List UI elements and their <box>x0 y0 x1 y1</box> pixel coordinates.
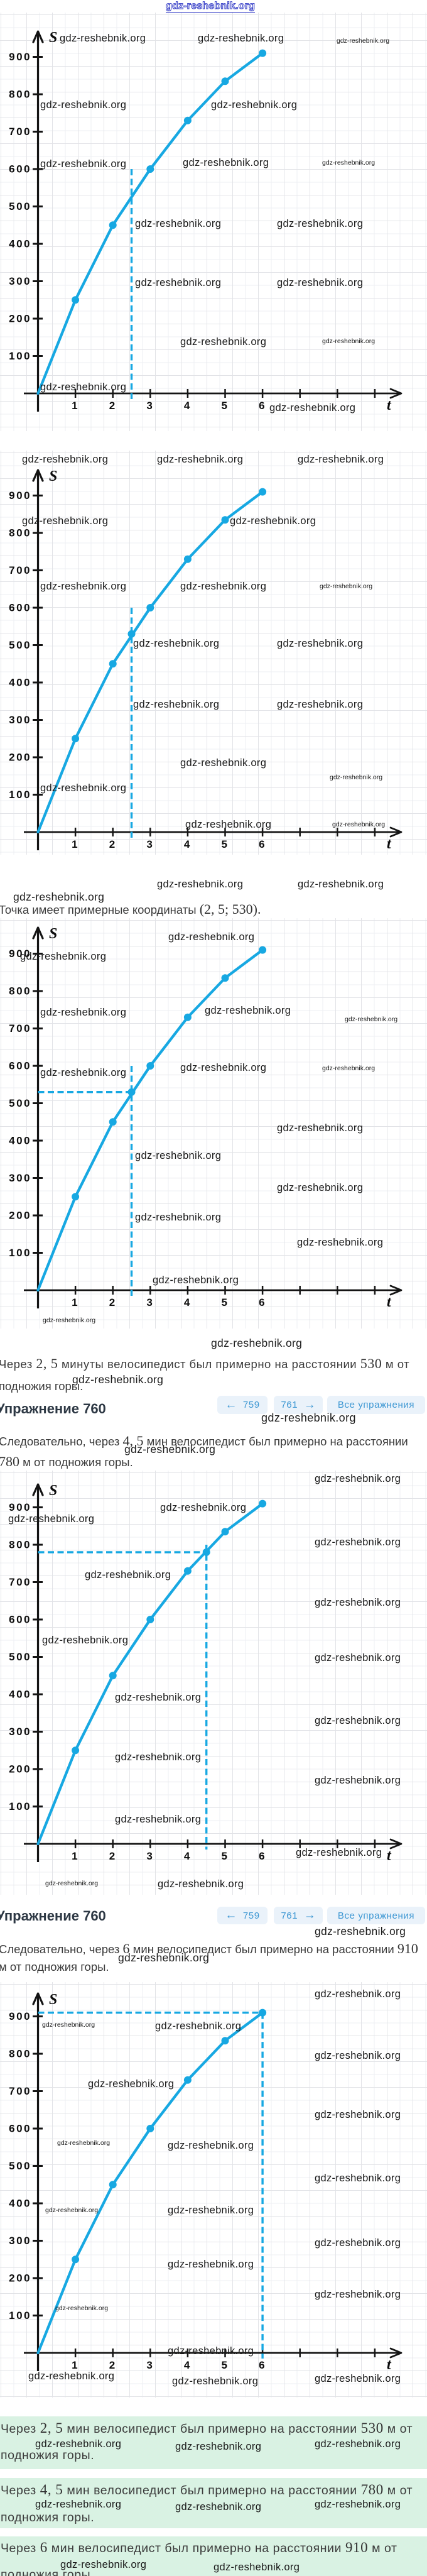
svg-text:3: 3 <box>146 1850 154 1862</box>
svg-text:S: S <box>49 30 57 46</box>
svg-text:5: 5 <box>222 2359 229 2371</box>
svg-text:100: 100 <box>9 2310 31 2321</box>
svg-text:S: S <box>49 926 57 942</box>
svg-text:500: 500 <box>9 2160 31 2172</box>
svg-text:600: 600 <box>9 1614 31 1626</box>
svg-text:700: 700 <box>9 126 31 138</box>
svg-text:600: 600 <box>9 2123 31 2135</box>
svg-text:1: 1 <box>72 838 79 850</box>
svg-text:t: t <box>387 836 392 852</box>
svg-text:2: 2 <box>109 1850 117 1862</box>
svg-text:1: 1 <box>72 1850 79 1862</box>
svg-text:5: 5 <box>222 1296 229 1308</box>
svg-text:t: t <box>387 2357 392 2373</box>
svg-text:t: t <box>387 397 392 414</box>
svg-text:800: 800 <box>9 527 31 539</box>
svg-text:4: 4 <box>184 838 192 850</box>
svg-text:2: 2 <box>109 1296 117 1308</box>
svg-text:5: 5 <box>222 400 229 412</box>
svg-text:t: t <box>387 1294 392 1310</box>
svg-text:6: 6 <box>259 1296 266 1308</box>
svg-text:400: 400 <box>9 1689 31 1701</box>
svg-text:700: 700 <box>9 1022 31 1034</box>
svg-text:300: 300 <box>9 714 31 726</box>
svg-text:400: 400 <box>9 677 31 689</box>
svg-text:700: 700 <box>9 564 31 576</box>
svg-text:900: 900 <box>9 490 31 501</box>
svg-text:S: S <box>49 1483 57 1499</box>
svg-text:900: 900 <box>9 948 31 960</box>
svg-text:6: 6 <box>259 400 266 412</box>
svg-text:300: 300 <box>9 1726 31 1738</box>
svg-text:5: 5 <box>222 838 229 850</box>
svg-text:400: 400 <box>9 238 31 250</box>
svg-text:4: 4 <box>184 2359 192 2371</box>
svg-text:S: S <box>49 468 57 485</box>
svg-text:100: 100 <box>9 350 31 362</box>
svg-text:600: 600 <box>9 1060 31 1072</box>
svg-text:700: 700 <box>9 2085 31 2097</box>
svg-text:400: 400 <box>9 1135 31 1147</box>
svg-text:4: 4 <box>184 1850 192 1862</box>
svg-text:3: 3 <box>146 2359 154 2371</box>
svg-text:200: 200 <box>9 1763 31 1775</box>
svg-text:4: 4 <box>184 1296 192 1308</box>
svg-text:800: 800 <box>9 1539 31 1551</box>
svg-text:200: 200 <box>9 1210 31 1222</box>
svg-text:100: 100 <box>9 789 31 801</box>
svg-text:t: t <box>387 1848 392 1864</box>
svg-text:300: 300 <box>9 1172 31 1184</box>
svg-text:200: 200 <box>9 2272 31 2284</box>
svg-text:6: 6 <box>259 838 266 850</box>
svg-text:400: 400 <box>9 2198 31 2210</box>
svg-text:100: 100 <box>9 1247 31 1259</box>
svg-text:800: 800 <box>9 2048 31 2060</box>
svg-text:300: 300 <box>9 275 31 287</box>
svg-text:3: 3 <box>146 400 154 412</box>
svg-text:500: 500 <box>9 1097 31 1109</box>
svg-text:3: 3 <box>146 838 154 850</box>
svg-text:4: 4 <box>184 400 192 412</box>
svg-text:1: 1 <box>72 1296 79 1308</box>
svg-text:S: S <box>49 1992 57 2008</box>
svg-text:200: 200 <box>9 313 31 325</box>
svg-text:1: 1 <box>72 400 79 412</box>
svg-text:800: 800 <box>9 985 31 997</box>
svg-text:6: 6 <box>259 2359 266 2371</box>
svg-text:600: 600 <box>9 163 31 175</box>
svg-text:1: 1 <box>72 2359 79 2371</box>
svg-text:2: 2 <box>109 400 117 412</box>
svg-text:200: 200 <box>9 752 31 764</box>
svg-text:6: 6 <box>259 1850 266 1862</box>
svg-text:300: 300 <box>9 2235 31 2247</box>
svg-text:3: 3 <box>146 1296 154 1308</box>
svg-text:2: 2 <box>109 838 117 850</box>
svg-text:700: 700 <box>9 1576 31 1588</box>
svg-text:500: 500 <box>9 200 31 212</box>
svg-text:900: 900 <box>9 2010 31 2022</box>
svg-text:900: 900 <box>9 51 31 63</box>
svg-text:600: 600 <box>9 602 31 614</box>
svg-text:100: 100 <box>9 1800 31 1812</box>
svg-text:800: 800 <box>9 89 31 101</box>
svg-text:5: 5 <box>222 1850 229 1862</box>
svg-text:2: 2 <box>109 2359 117 2371</box>
svg-text:900: 900 <box>9 1501 31 1513</box>
svg-text:500: 500 <box>9 1651 31 1663</box>
svg-text:500: 500 <box>9 639 31 651</box>
